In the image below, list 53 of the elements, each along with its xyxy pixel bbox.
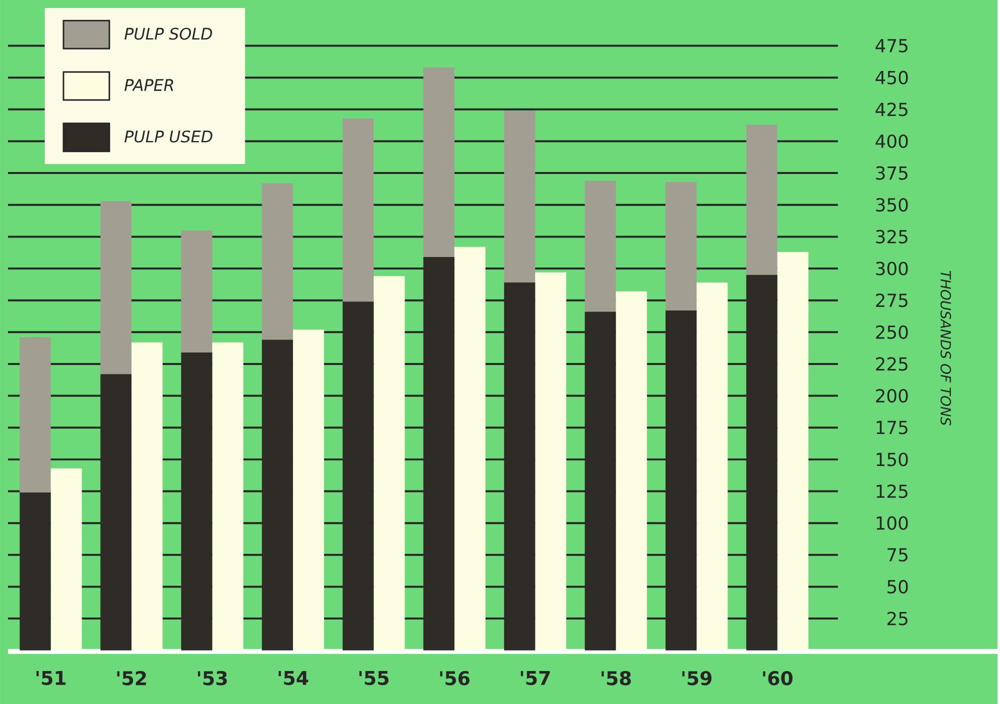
- y-tick-label: 275: [876, 293, 908, 308]
- y-tick-label: 300: [876, 262, 908, 276]
- bar: [454, 246, 486, 650]
- bar: [100, 200, 132, 374]
- bar: [504, 110, 536, 282]
- y-tick-label: 125: [876, 484, 908, 498]
- bar: [342, 118, 374, 302]
- y-tick-label: 400: [876, 134, 908, 148]
- y-tick-label: 175: [876, 420, 908, 434]
- y-axis-title: THOUSANDS OF TONS: [940, 270, 952, 426]
- y-tick-label: 225: [876, 357, 908, 371]
- x-tick-label: '55: [359, 670, 388, 685]
- bar: [666, 182, 697, 310]
- bar: [584, 180, 616, 312]
- bar: [374, 276, 405, 650]
- y-tick-label: 200: [876, 388, 908, 402]
- x-tick-label: '53: [198, 670, 227, 686]
- y-tick-label: 425: [876, 102, 908, 116]
- bar: [292, 330, 324, 650]
- y-tick-label: 50: [888, 580, 908, 594]
- y-tick-label: 75: [888, 548, 908, 562]
- x-tick-label: '51: [36, 670, 66, 685]
- legend-label: PULP SOLD: [124, 28, 212, 40]
- y-tick-label: 375: [876, 166, 908, 180]
- bar: [423, 67, 454, 257]
- bar: [262, 183, 293, 340]
- x-tick-label: '59: [682, 670, 712, 686]
- bar: [181, 230, 212, 352]
- legend-label: PULP USED: [124, 130, 212, 142]
- y-tick-label: 350: [876, 198, 908, 212]
- x-tick-label: '58: [602, 670, 631, 686]
- legend-label: PAPER: [124, 79, 174, 91]
- bar: [132, 342, 163, 650]
- y-tick-label: 250: [876, 325, 908, 339]
- bar: [746, 124, 778, 275]
- x-tick-label: '60: [763, 670, 793, 686]
- x-tick-label: '52: [117, 670, 146, 686]
- y-tick-label: 475: [876, 38, 908, 52]
- bar: [696, 282, 728, 650]
- y-tick-label: 325: [876, 230, 908, 244]
- x-tick-label: '54: [278, 670, 308, 685]
- y-tick-label: 25: [887, 612, 908, 626]
- bar: [535, 272, 566, 650]
- bar: [50, 468, 82, 650]
- y-tick-label: 450: [876, 70, 908, 84]
- bar: [777, 252, 808, 650]
- x-tick-label: '57: [520, 670, 550, 685]
- y-tick-label: 150: [876, 452, 908, 466]
- bar: [20, 337, 51, 492]
- y-tick-label: 100: [876, 516, 908, 530]
- x-tick-label: '56: [440, 670, 470, 686]
- bar: [616, 291, 647, 650]
- bar: [212, 342, 244, 650]
